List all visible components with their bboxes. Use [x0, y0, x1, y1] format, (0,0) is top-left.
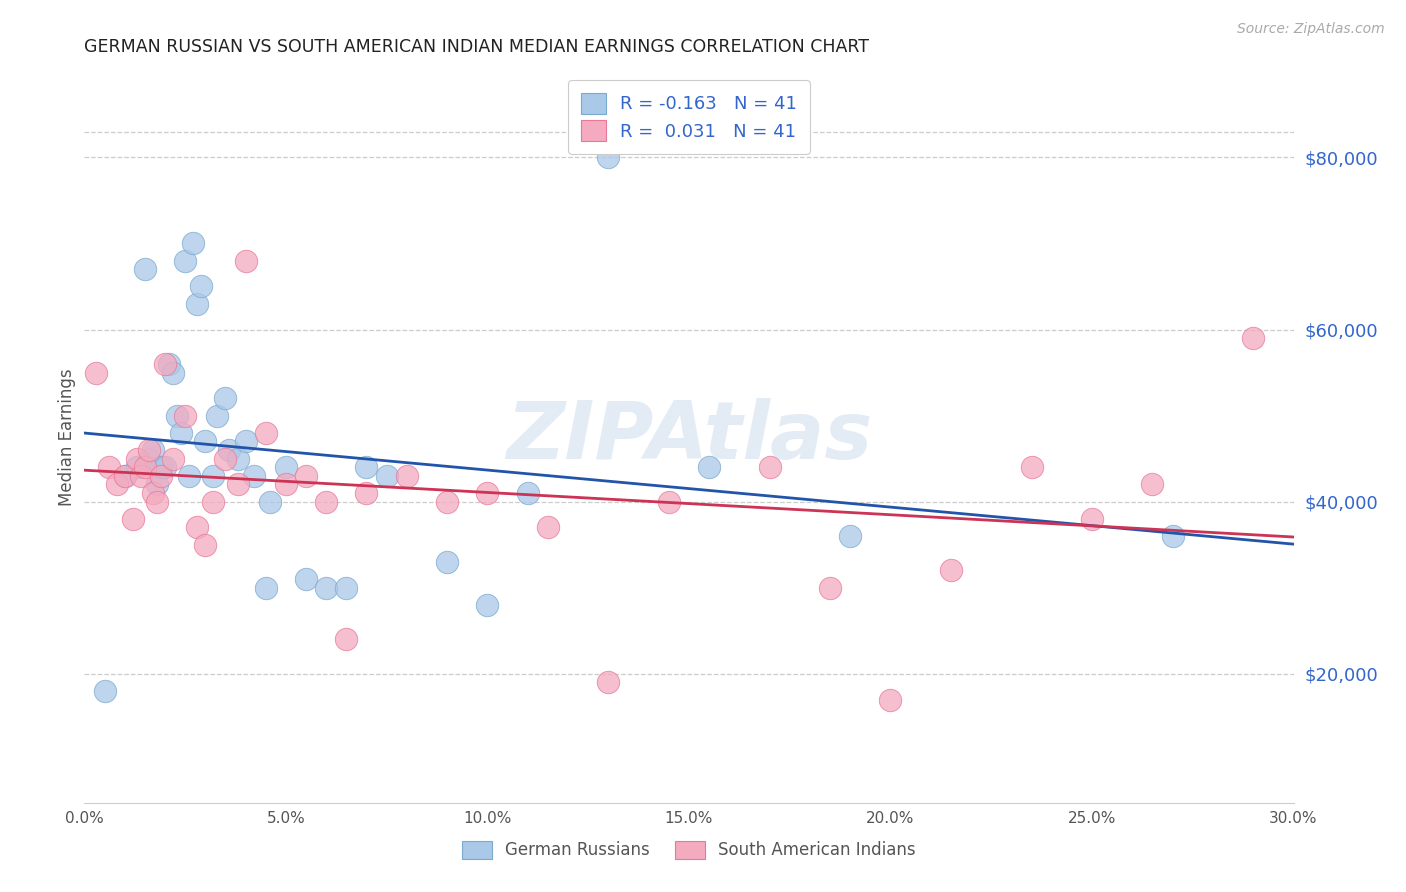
Point — [149, 460, 172, 475]
Point — [142, 442, 165, 457]
Point — [1142, 477, 1164, 491]
Point — [226, 451, 249, 466]
Point — [129, 468, 152, 483]
Point — [242, 468, 264, 483]
Point — [146, 494, 169, 508]
Point — [134, 460, 156, 475]
Point — [114, 468, 136, 483]
Point — [194, 434, 217, 449]
Y-axis label: Median Earnings: Median Earnings — [58, 368, 76, 506]
Point — [153, 460, 176, 475]
Text: GERMAN RUSSIAN VS SOUTH AMERICAN INDIAN MEDIAN EARNINGS CORRELATION CHART: GERMAN RUSSIAN VS SOUTH AMERICAN INDIAN … — [84, 38, 869, 56]
Point — [477, 486, 499, 500]
Point — [758, 460, 780, 475]
Point — [395, 468, 418, 483]
Point — [274, 477, 297, 491]
Point — [818, 581, 841, 595]
Point — [179, 468, 201, 483]
Point — [138, 451, 160, 466]
Point — [356, 486, 378, 500]
Point — [598, 675, 620, 690]
Point — [114, 468, 136, 483]
Point — [1161, 529, 1184, 543]
Point — [202, 468, 225, 483]
Point — [375, 468, 398, 483]
Point — [939, 564, 962, 578]
Point — [254, 425, 277, 440]
Point — [436, 555, 458, 569]
Point — [839, 529, 862, 543]
Legend: German Russians, South American Indians: German Russians, South American Indians — [454, 832, 924, 868]
Point — [235, 434, 257, 449]
Point — [879, 692, 901, 706]
Point — [186, 296, 208, 310]
Point — [598, 150, 620, 164]
Point — [697, 460, 720, 475]
Point — [436, 494, 458, 508]
Point — [254, 581, 277, 595]
Point — [146, 477, 169, 491]
Point — [315, 581, 337, 595]
Point — [477, 598, 499, 612]
Point — [170, 425, 193, 440]
Point — [1241, 331, 1264, 345]
Point — [181, 236, 204, 251]
Point — [218, 442, 240, 457]
Point — [1081, 512, 1104, 526]
Point — [138, 442, 160, 457]
Point — [356, 460, 378, 475]
Point — [166, 409, 188, 423]
Point — [295, 468, 318, 483]
Point — [125, 451, 148, 466]
Point — [86, 366, 108, 380]
Point — [516, 486, 538, 500]
Point — [274, 460, 297, 475]
Text: Source: ZipAtlas.com: Source: ZipAtlas.com — [1237, 22, 1385, 37]
Point — [315, 494, 337, 508]
Point — [162, 366, 184, 380]
Point — [207, 409, 229, 423]
Point — [93, 684, 115, 698]
Point — [214, 392, 236, 406]
Point — [174, 409, 197, 423]
Point — [335, 581, 357, 595]
Text: ZIPAtlas: ZIPAtlas — [506, 398, 872, 476]
Point — [537, 520, 560, 534]
Point — [149, 468, 172, 483]
Point — [214, 451, 236, 466]
Point — [162, 451, 184, 466]
Point — [153, 357, 176, 371]
Point — [134, 262, 156, 277]
Point — [658, 494, 681, 508]
Point — [202, 494, 225, 508]
Point — [186, 520, 208, 534]
Point — [235, 253, 257, 268]
Point — [190, 279, 212, 293]
Point — [1021, 460, 1043, 475]
Point — [105, 477, 128, 491]
Point — [295, 572, 318, 586]
Point — [226, 477, 249, 491]
Point — [97, 460, 120, 475]
Point — [121, 512, 143, 526]
Point — [157, 357, 180, 371]
Point — [335, 632, 357, 647]
Point — [174, 253, 197, 268]
Point — [125, 460, 148, 475]
Point — [259, 494, 281, 508]
Point — [194, 538, 217, 552]
Point — [142, 486, 165, 500]
